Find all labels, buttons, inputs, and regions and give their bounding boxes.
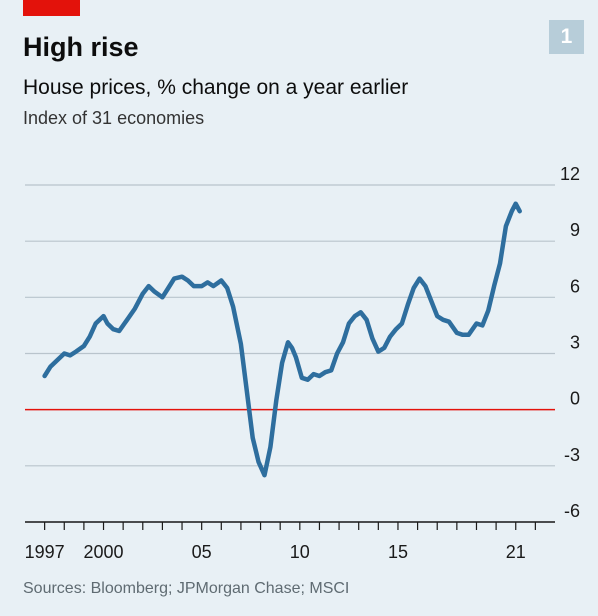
brand-accent-bar (23, 0, 80, 16)
y-tick-label: 9 (570, 220, 580, 240)
y-tick-label: 0 (570, 389, 580, 409)
y-tick-label: 6 (570, 276, 580, 296)
chart-number-badge: 1 (549, 20, 584, 54)
y-tick-label: -6 (564, 501, 580, 521)
x-tick-label: 21 (506, 542, 526, 562)
x-tick-label: 1997 (25, 542, 65, 562)
y-tick-label: 12 (560, 164, 580, 184)
series-line-house-prices (42, 201, 522, 478)
x-tick-label: 10 (290, 542, 310, 562)
chart-subtitle: House prices, % change on a year earlier (23, 76, 409, 99)
source-note: Sources: Bloomberg; JPMorgan Chase; MSCI (23, 580, 350, 597)
y-tick-label: 3 (570, 333, 580, 353)
x-tick-label: 15 (388, 542, 408, 562)
x-tick-label: 2000 (83, 542, 123, 562)
chart-title: High rise (23, 32, 139, 62)
chart-subsubtitle: Index of 31 economies (23, 108, 205, 128)
y-tick-label: -3 (564, 445, 580, 465)
x-tick-label: 05 (192, 542, 212, 562)
